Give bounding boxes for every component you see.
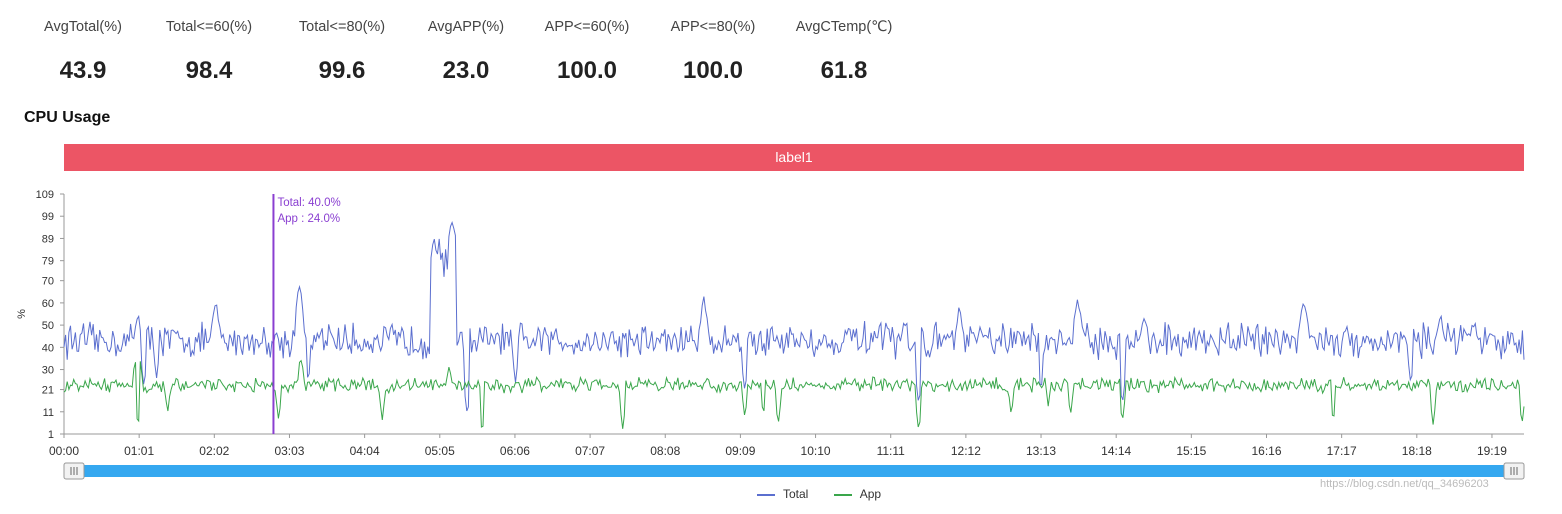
label-band[interactable]: label1	[64, 144, 1524, 171]
stat-label: Total<=80(%)	[298, 19, 386, 35]
x-tick-label: 01:01	[124, 444, 154, 458]
x-tick-label: 02:02	[199, 444, 229, 458]
y-tick-label: 40	[42, 342, 54, 354]
stat-avg-ctemp: AvgCTemp(℃) 61.8	[774, 16, 914, 86]
stat-total-le-80: Total<=80(%) 99.6	[272, 16, 412, 86]
zoom-slider-track[interactable]	[66, 465, 1522, 477]
stat-avg-app: AvgAPP(%) 23.0	[396, 16, 536, 86]
stat-label: AvgCTemp(℃)	[795, 19, 893, 35]
stat-label: Total<=60(%)	[165, 19, 253, 35]
x-tick-label: 16:16	[1251, 444, 1281, 458]
stat-value: 99.6	[318, 57, 366, 84]
legend-item-total[interactable]: Total	[757, 487, 808, 501]
stat-avg-total: AvgTotal(%) 43.9	[13, 16, 153, 86]
stat-label: AvgTotal(%)	[44, 19, 122, 35]
x-tick-label: 18:18	[1402, 444, 1432, 458]
chart-title: CPU Usage	[24, 109, 111, 126]
stat-value: 23.0	[442, 57, 490, 84]
series-line-app[interactable]	[63, 359, 1525, 429]
y-tick-label: 21	[42, 385, 54, 397]
x-tick-label: 19:19	[1477, 444, 1507, 458]
stat-label: APP<=80(%)	[670, 19, 756, 35]
y-tick-label: 70	[42, 276, 54, 288]
y-tick-label: 11	[43, 407, 54, 419]
x-tick-label: 15:15	[1176, 444, 1206, 458]
x-tick-label: 13:13	[1026, 444, 1056, 458]
stat-value: 98.4	[185, 57, 233, 84]
x-tick-label: 07:07	[575, 444, 605, 458]
watermark: https://blog.csdn.net/qq_34696203	[1320, 478, 1489, 490]
stat-label: APP<=60(%)	[544, 19, 630, 35]
stat-app-le-80: APP<=80(%) 100.0	[643, 16, 783, 86]
x-tick-label: 08:08	[650, 444, 680, 458]
legend-swatch-app	[833, 493, 852, 496]
y-tick-label: 109	[36, 189, 54, 201]
stat-value: 43.9	[59, 57, 107, 84]
legend-item-app[interactable]: App	[833, 487, 882, 501]
x-tick-label: 05:05	[425, 444, 455, 458]
y-tick-label: 89	[42, 233, 54, 245]
x-tick-label: 12:12	[951, 444, 981, 458]
tooltip-text: Total: 40.0%	[277, 197, 340, 209]
y-tick-label: 60	[42, 298, 54, 310]
x-tick-label: 09:09	[725, 444, 755, 458]
y-tick-label: 79	[42, 256, 54, 268]
stats-panel: AvgTotal(%) 43.9 Total<=60(%) 98.4 Total…	[0, 0, 1000, 100]
y-tick-label: 30	[42, 365, 54, 377]
stat-total-le-60: Total<=60(%) 98.4	[139, 16, 279, 86]
stat-value: 100.0	[682, 57, 744, 84]
x-tick-label: 03:03	[274, 444, 304, 458]
x-tick-label: 11:11	[877, 444, 906, 458]
x-tick-label: 17:17	[1327, 444, 1357, 458]
tooltip-text: App : 24.0%	[277, 213, 340, 225]
y-axis-label: %	[16, 309, 28, 319]
stat-label: AvgAPP(%)	[427, 19, 505, 35]
stat-value: 100.0	[556, 57, 618, 84]
legend-label-total: Total	[783, 487, 809, 501]
legend: Total App	[757, 487, 903, 501]
x-tick-label: 00:00	[49, 444, 79, 458]
legend-label-app: App	[859, 487, 882, 501]
x-tick-label: 04:04	[350, 444, 380, 458]
stat-value: 61.8	[820, 57, 868, 84]
y-tick-label: 99	[42, 211, 54, 223]
x-tick-label: 14:14	[1101, 444, 1131, 458]
stat-app-le-60: APP<=60(%) 100.0	[517, 16, 657, 86]
series-line-total[interactable]	[63, 220, 1525, 412]
y-tick-label: 50	[42, 320, 54, 332]
x-tick-label: 06:06	[500, 444, 530, 458]
legend-swatch-total	[757, 493, 775, 496]
y-tick-label: 1	[48, 429, 54, 441]
x-tick-label: 10:10	[801, 444, 831, 458]
